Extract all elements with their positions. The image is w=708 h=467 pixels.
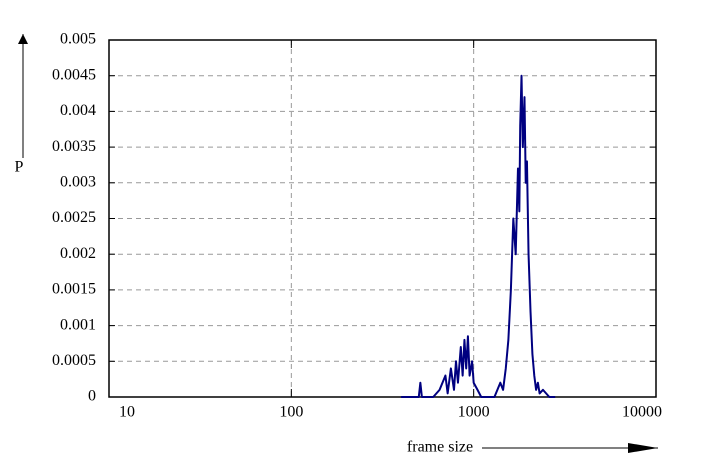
y-tick-label: 0.0005 — [52, 352, 96, 369]
y-axis-label: P — [15, 159, 24, 176]
y-tick-label: 0.004 — [60, 102, 96, 119]
y-tick-label: 0.0045 — [52, 66, 96, 83]
x-tick-label: 10 — [119, 404, 135, 421]
y-tick-label: 0.0015 — [52, 281, 96, 298]
y-tick-label: 0 — [88, 388, 96, 405]
y-tick-label: 0.005 — [60, 31, 96, 48]
x-tick-label: 1000 — [458, 404, 490, 421]
x-axis-label: frame size — [407, 439, 473, 456]
y-tick-label: 0.003 — [60, 173, 96, 190]
y-tick-label: 0.002 — [60, 245, 96, 262]
plot-frame — [108, 39, 657, 398]
x-tick-label: 10000 — [622, 404, 662, 421]
y-tick-label: 0.0035 — [52, 138, 96, 155]
plot-area: 0 0.0005 0.001 0.0015 0.002 0.0025 0.003 0.0035… — [52, 31, 662, 421]
y-tick-label: 0.001 — [60, 316, 96, 333]
data-line — [401, 74, 556, 398]
y-tick-label: 0.0025 — [52, 209, 96, 226]
x-tick-label: 100 — [279, 404, 303, 421]
